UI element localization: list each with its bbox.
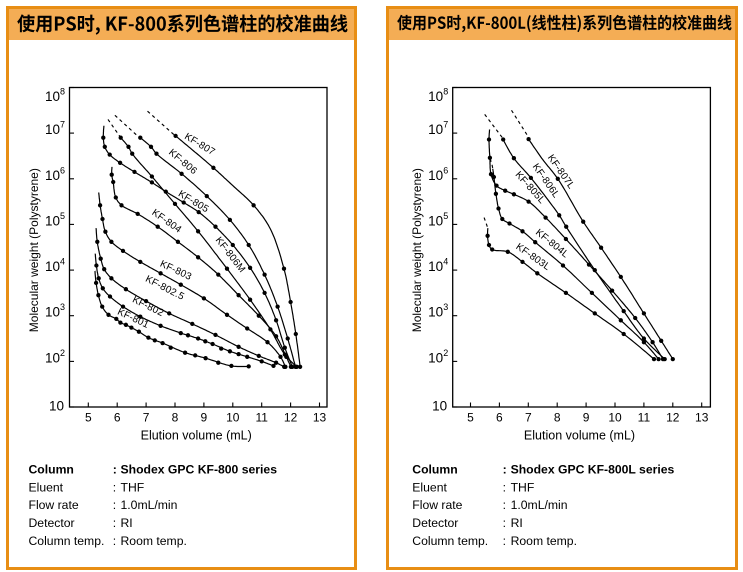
- svg-text:4: 4: [443, 257, 448, 267]
- svg-text:Shodex GPC KF-800 series: Shodex GPC KF-800 series: [121, 462, 278, 476]
- svg-text:10: 10: [428, 305, 443, 320]
- svg-text::: :: [503, 480, 506, 494]
- svg-text:9: 9: [583, 411, 590, 425]
- svg-text:9: 9: [201, 411, 208, 425]
- svg-text:Molecular weight (Polystyrene): Molecular weight (Polystyrene): [27, 168, 41, 332]
- svg-text:3: 3: [443, 302, 448, 312]
- svg-text:RI: RI: [121, 516, 133, 530]
- svg-text:Elution volume (mL): Elution volume (mL): [524, 429, 635, 443]
- svg-text:THF: THF: [121, 480, 145, 494]
- svg-text:8: 8: [554, 411, 561, 425]
- svg-text:Eluent: Eluent: [29, 480, 64, 494]
- svg-text:1.0mL/min: 1.0mL/min: [121, 498, 178, 512]
- svg-text:12: 12: [284, 411, 298, 425]
- svg-text:5: 5: [60, 211, 65, 221]
- svg-text:KF-804: KF-804: [150, 207, 184, 235]
- svg-text:Detector: Detector: [29, 516, 75, 530]
- svg-text:Column: Column: [412, 462, 457, 476]
- svg-text:7: 7: [525, 411, 532, 425]
- svg-text::: :: [113, 498, 116, 512]
- svg-text:Room temp.: Room temp.: [121, 534, 187, 548]
- svg-text:8: 8: [172, 411, 179, 425]
- svg-text:13: 13: [313, 411, 327, 425]
- svg-text:RI: RI: [511, 516, 523, 530]
- svg-text:10: 10: [49, 399, 64, 414]
- svg-text:11: 11: [638, 411, 651, 425]
- svg-text:8: 8: [60, 87, 65, 97]
- svg-text:10: 10: [45, 89, 60, 104]
- svg-text:Column temp.: Column temp.: [29, 534, 105, 548]
- svg-text:10: 10: [428, 122, 443, 137]
- svg-text:10: 10: [428, 168, 443, 183]
- svg-text:5: 5: [467, 411, 474, 425]
- svg-text:10: 10: [45, 213, 60, 228]
- svg-text:6: 6: [496, 411, 503, 425]
- svg-text:10: 10: [428, 259, 443, 274]
- svg-text:10: 10: [226, 411, 240, 425]
- svg-text:7: 7: [443, 120, 448, 130]
- svg-text:Room temp.: Room temp.: [511, 534, 577, 548]
- svg-text:Column temp.: Column temp.: [412, 534, 488, 548]
- svg-text:Column: Column: [29, 462, 74, 476]
- svg-text:Eluent: Eluent: [412, 480, 447, 494]
- svg-text:10: 10: [428, 213, 443, 228]
- svg-text:5: 5: [85, 411, 92, 425]
- svg-text:3: 3: [60, 302, 65, 312]
- svg-text::: :: [113, 516, 116, 530]
- svg-text:1.0mL/min: 1.0mL/min: [511, 498, 568, 512]
- svg-text:12: 12: [666, 411, 680, 425]
- svg-text:7: 7: [143, 411, 150, 425]
- svg-text:10: 10: [428, 350, 443, 365]
- svg-text::: :: [113, 534, 116, 548]
- svg-text:Molecular weight (Polystyrene): Molecular weight (Polystyrene): [410, 168, 424, 332]
- svg-text:10: 10: [45, 305, 60, 320]
- svg-text:6: 6: [60, 165, 65, 175]
- svg-text:10: 10: [428, 89, 443, 104]
- svg-text:10: 10: [45, 350, 60, 365]
- svg-text::: :: [503, 462, 507, 476]
- svg-text::: :: [503, 498, 506, 512]
- svg-text::: :: [503, 516, 506, 530]
- svg-text:11: 11: [255, 411, 268, 425]
- svg-text:5: 5: [443, 211, 448, 221]
- svg-text::: :: [113, 462, 117, 476]
- svg-text:Flow rate: Flow rate: [412, 498, 462, 512]
- svg-text:10: 10: [45, 122, 60, 137]
- svg-text:10: 10: [608, 411, 622, 425]
- svg-text:13: 13: [695, 411, 709, 425]
- svg-text:Shodex GPC KF-800L series: Shodex GPC KF-800L series: [511, 462, 675, 476]
- svg-text:Detector: Detector: [412, 516, 458, 530]
- svg-text:KF-803: KF-803: [158, 259, 193, 283]
- svg-text:8: 8: [443, 87, 448, 97]
- svg-text:10: 10: [45, 168, 60, 183]
- svg-text:KF-807: KF-807: [182, 131, 216, 158]
- svg-text:10: 10: [45, 259, 60, 274]
- svg-text:Flow rate: Flow rate: [29, 498, 79, 512]
- svg-text:2: 2: [60, 348, 65, 358]
- svg-text::: :: [113, 480, 116, 494]
- svg-text:2: 2: [443, 348, 448, 358]
- svg-text:Elution volume (mL): Elution volume (mL): [141, 429, 252, 443]
- svg-text:6: 6: [443, 165, 448, 175]
- svg-text:7: 7: [60, 120, 65, 130]
- svg-text:4: 4: [60, 257, 65, 267]
- svg-text:THF: THF: [511, 480, 535, 494]
- svg-text:10: 10: [432, 399, 447, 414]
- svg-text::: :: [503, 534, 506, 548]
- svg-text:6: 6: [114, 411, 121, 425]
